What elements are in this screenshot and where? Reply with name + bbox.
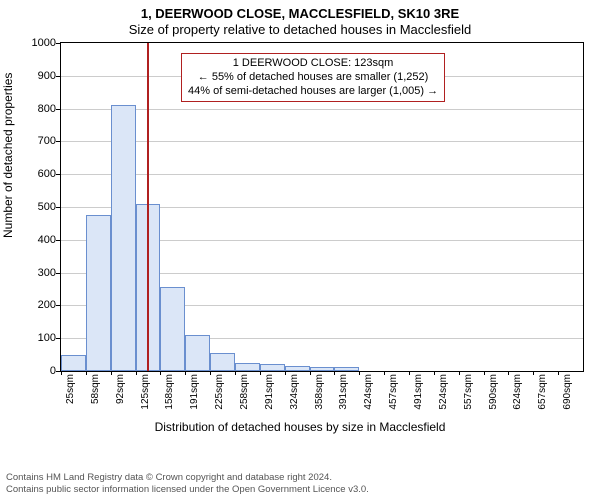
y-tick-mark [56, 305, 60, 306]
x-axis-label: Distribution of detached houses by size … [0, 420, 600, 434]
footer-attribution: Contains HM Land Registry data © Crown c… [6, 472, 369, 496]
x-tick-mark [136, 371, 137, 375]
y-tick-label: 1000 [16, 37, 56, 49]
histogram-bar [285, 366, 310, 371]
x-tick-mark [533, 371, 534, 375]
y-tick-label: 600 [16, 168, 56, 180]
y-axis-label: Number of detached properties [1, 73, 15, 238]
x-tick-label: 25sqm [65, 374, 76, 404]
histogram-bar [160, 287, 185, 371]
annotation-box: 1 DEERWOOD CLOSE: 123sqm ← 55% of detach… [181, 53, 445, 102]
y-tick-label: 400 [16, 234, 56, 246]
chart-title-desc: Size of property relative to detached ho… [0, 22, 600, 37]
annotation-line-2: ← 55% of detached houses are smaller (1,… [188, 71, 438, 85]
y-tick-label: 300 [16, 267, 56, 279]
y-tick-label: 200 [16, 299, 56, 311]
histogram-bar [61, 355, 86, 371]
y-tick-label: 500 [16, 201, 56, 213]
x-tick-label: 92sqm [115, 374, 126, 404]
y-tick-mark [56, 141, 60, 142]
y-tick-label: 100 [16, 332, 56, 344]
histogram-bar [185, 335, 210, 371]
histogram-bar [111, 105, 136, 371]
x-tick-mark [61, 371, 62, 375]
gridline [61, 141, 583, 142]
y-tick-mark [56, 76, 60, 77]
x-tick-mark [310, 371, 311, 375]
x-tick-label: 424sqm [363, 374, 374, 410]
x-tick-mark [558, 371, 559, 375]
histogram-bar [210, 353, 235, 371]
x-tick-mark [459, 371, 460, 375]
y-tick-mark [56, 338, 60, 339]
x-tick-mark [111, 371, 112, 375]
annotation-line-1: 1 DEERWOOD CLOSE: 123sqm [188, 57, 438, 71]
x-tick-label: 125sqm [140, 374, 151, 410]
x-tick-mark [508, 371, 509, 375]
plot-area: 1 DEERWOOD CLOSE: 123sqm ← 55% of detach… [60, 42, 584, 372]
y-tick-mark [56, 273, 60, 274]
x-tick-mark [409, 371, 410, 375]
subject-marker-line [147, 43, 149, 371]
annotation-line-3: 44% of semi-detached houses are larger (… [188, 85, 438, 99]
y-tick-label: 0 [16, 365, 56, 377]
x-tick-label: 191sqm [189, 374, 200, 410]
gridline [61, 109, 583, 110]
x-tick-label: 457sqm [388, 374, 399, 410]
x-tick-label: 324sqm [289, 374, 300, 410]
x-tick-label: 491sqm [413, 374, 424, 410]
x-tick-mark [434, 371, 435, 375]
x-tick-mark [484, 371, 485, 375]
x-tick-label: 58sqm [90, 374, 101, 404]
gridline [61, 174, 583, 175]
y-tick-label: 900 [16, 70, 56, 82]
y-tick-mark [56, 207, 60, 208]
y-tick-label: 700 [16, 135, 56, 147]
x-tick-label: 590sqm [488, 374, 499, 410]
chart-container: Number of detached properties 1 DEERWOOD… [0, 38, 600, 438]
x-tick-label: 158sqm [164, 374, 175, 410]
x-tick-label: 358sqm [314, 374, 325, 410]
x-tick-mark [210, 371, 211, 375]
x-tick-mark [334, 371, 335, 375]
x-tick-mark [359, 371, 360, 375]
x-tick-mark [235, 371, 236, 375]
x-tick-mark [185, 371, 186, 375]
y-tick-mark [56, 109, 60, 110]
histogram-bar [310, 367, 335, 371]
x-tick-mark [260, 371, 261, 375]
x-tick-mark [160, 371, 161, 375]
y-tick-mark [56, 43, 60, 44]
chart-title-address: 1, DEERWOOD CLOSE, MACCLESFIELD, SK10 3R… [0, 6, 600, 21]
x-tick-mark [285, 371, 286, 375]
x-tick-label: 557sqm [463, 374, 474, 410]
x-tick-label: 524sqm [438, 374, 449, 410]
histogram-bar [86, 215, 111, 371]
footer-line-1: Contains HM Land Registry data © Crown c… [6, 472, 369, 484]
x-tick-label: 690sqm [562, 374, 573, 410]
x-tick-label: 391sqm [338, 374, 349, 410]
y-tick-mark [56, 371, 60, 372]
x-tick-label: 657sqm [537, 374, 548, 410]
x-tick-label: 624sqm [512, 374, 523, 410]
histogram-bar [235, 363, 260, 371]
x-tick-label: 258sqm [239, 374, 250, 410]
y-tick-label: 800 [16, 103, 56, 115]
y-tick-mark [56, 174, 60, 175]
histogram-bar [334, 367, 359, 371]
x-tick-label: 291sqm [264, 374, 275, 410]
x-tick-label: 225sqm [214, 374, 225, 410]
y-tick-mark [56, 240, 60, 241]
x-tick-mark [86, 371, 87, 375]
footer-line-2: Contains public sector information licen… [6, 484, 369, 496]
histogram-bar [260, 364, 285, 371]
x-tick-mark [384, 371, 385, 375]
